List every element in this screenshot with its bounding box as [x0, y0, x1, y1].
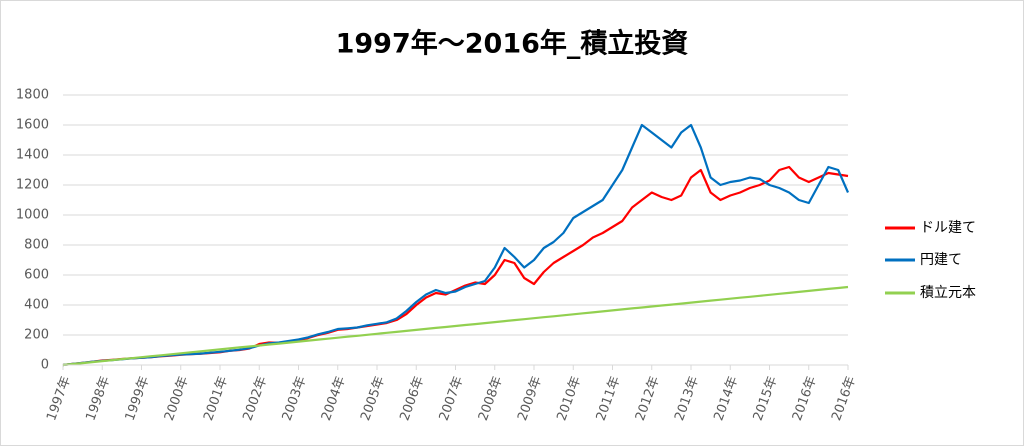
y-tick-label: 800: [24, 238, 49, 253]
legend-label: 積立元本: [920, 285, 976, 301]
y-tick-label: 1400: [16, 148, 49, 163]
y-tick-label: 1200: [16, 178, 49, 193]
legend-label: 円建て: [920, 252, 962, 268]
legend-label: ドル建て: [920, 220, 976, 236]
y-tick-label: 600: [24, 268, 49, 283]
y-tick-label: 0: [41, 358, 49, 373]
line-series: [62, 285, 849, 367]
y-tick-label: 1800: [16, 88, 49, 103]
y-tick-label: 400: [24, 298, 49, 313]
line-series: [62, 123, 850, 367]
y-tick-label: 1000: [16, 208, 49, 223]
y-tick-label: 1600: [16, 118, 49, 133]
y-tick-label: 200: [24, 328, 49, 343]
chart-title: 1997年〜2016年_積立投資: [336, 28, 689, 60]
